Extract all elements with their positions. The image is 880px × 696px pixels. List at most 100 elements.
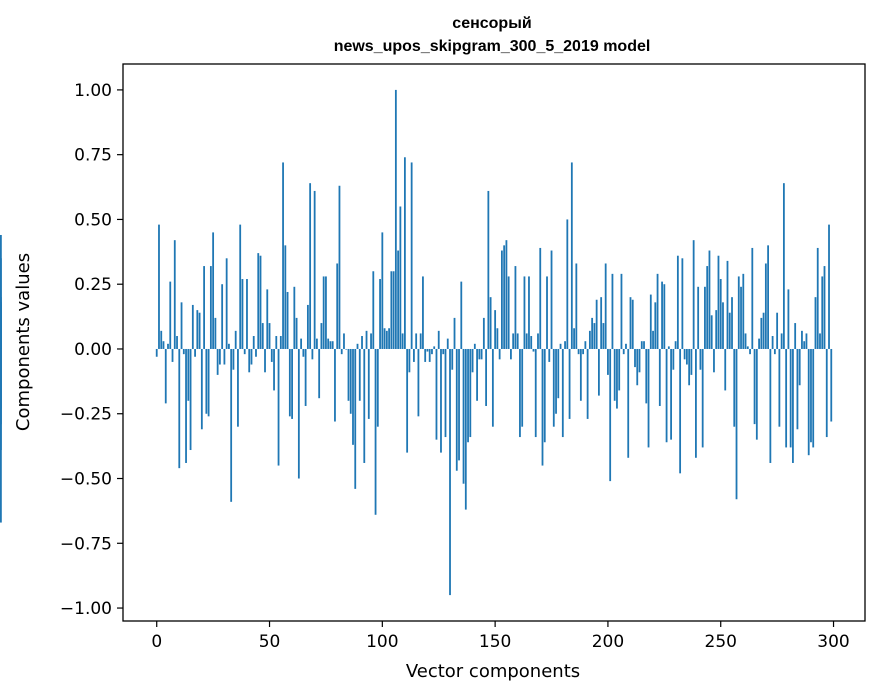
bar-126 <box>440 348 442 453</box>
bar-91 <box>361 336 363 349</box>
bar-157 <box>510 348 512 360</box>
bar-55 <box>279 336 282 349</box>
bar-49 <box>266 289 269 349</box>
y-tick-label-8: 1.00 <box>74 81 112 101</box>
bar-165 <box>528 276 530 349</box>
bar-124 <box>435 348 438 440</box>
bar-61 <box>293 286 296 349</box>
y-tick-label-5: 0.25 <box>74 275 112 295</box>
x-tick-label-50: 50 <box>259 632 281 652</box>
bar-136 <box>462 348 465 484</box>
bar-213 <box>636 348 639 386</box>
bar-268 <box>760 317 763 349</box>
bar-260 <box>742 273 745 349</box>
bar-7 <box>171 348 174 362</box>
bar-181 <box>564 341 566 349</box>
bar-242 <box>701 348 704 448</box>
bar-257 <box>735 348 738 500</box>
bar-152 <box>498 348 501 360</box>
bar-264 <box>751 247 754 349</box>
bar-154 <box>503 245 506 349</box>
bar-86 <box>349 348 352 414</box>
bar-185 <box>573 328 575 349</box>
bar-275 <box>776 312 779 349</box>
bar-180 <box>561 348 564 438</box>
bar-297 <box>825 348 828 438</box>
bar-155 <box>505 240 508 349</box>
bar-246 <box>710 315 713 349</box>
bar-78 <box>331 341 334 349</box>
bar-21 <box>203 266 205 349</box>
bar-147 <box>487 190 490 349</box>
bar-249 <box>717 255 720 349</box>
bar-255 <box>731 297 733 349</box>
bar-169 <box>537 333 539 349</box>
bar-291 <box>812 348 815 448</box>
bar-272 <box>769 348 772 463</box>
bar-93 <box>365 330 368 349</box>
bar-299 <box>830 348 833 422</box>
bar-11 <box>180 302 183 349</box>
bar-295 <box>821 276 824 349</box>
bar-146 <box>485 348 487 406</box>
bar-38 <box>241 279 244 349</box>
bar-271 <box>767 245 769 349</box>
bar-243 <box>704 286 706 349</box>
bar-74 <box>322 276 325 349</box>
bar-234 <box>683 348 686 360</box>
bar-167 <box>532 348 535 352</box>
bar-109 <box>401 333 404 349</box>
bar-298 <box>828 224 830 349</box>
bar-151 <box>496 328 499 349</box>
bar-119 <box>424 348 427 362</box>
bar-233 <box>681 258 684 349</box>
bar-240 <box>697 286 700 349</box>
bar-245 <box>708 250 711 349</box>
bar-193 <box>591 317 594 349</box>
bar-127 <box>442 348 445 355</box>
bar-undefined <box>0 348 2 409</box>
bar-142 <box>476 348 478 401</box>
bar-196 <box>598 348 600 396</box>
bar-80 <box>336 263 339 349</box>
bar-9 <box>176 336 178 349</box>
bar-97 <box>374 348 377 515</box>
bar-256 <box>733 348 736 427</box>
bar-189 <box>582 348 585 355</box>
bar-18 <box>196 310 199 349</box>
bar-20 <box>200 348 203 430</box>
bar-292 <box>814 297 817 349</box>
bar-235 <box>685 348 688 365</box>
bar-282 <box>792 348 794 463</box>
bar-161 <box>519 348 521 438</box>
bar-69 <box>311 348 314 360</box>
bar-150 <box>494 310 497 349</box>
bar-270 <box>764 263 767 349</box>
bar-27 <box>216 348 219 375</box>
bar-117 <box>419 333 422 349</box>
x-axis-label: Vector components <box>406 661 580 682</box>
bar-232 <box>679 348 682 474</box>
bar-87 <box>352 348 354 445</box>
bar-58 <box>286 291 289 349</box>
bar-23 <box>207 348 210 417</box>
bar-202 <box>611 273 614 349</box>
bar-148 <box>489 297 492 349</box>
bar-60 <box>291 348 293 419</box>
bar-92 <box>363 348 366 463</box>
bar-32 <box>228 343 230 349</box>
bar-85 <box>347 348 350 401</box>
bar-267 <box>758 338 760 349</box>
y-tick-label-7: 0.75 <box>74 146 112 166</box>
bar-208 <box>625 343 627 349</box>
bar-22 <box>205 348 208 414</box>
chart-title: сенсорый <box>452 15 531 32</box>
bar-undefined <box>0 310 2 349</box>
bar-64 <box>300 338 303 349</box>
bar-75 <box>325 276 327 349</box>
bar-3 <box>162 341 165 349</box>
y-tick-label-0: −1.00 <box>60 599 112 619</box>
bar-47 <box>261 323 264 349</box>
bar-5 <box>167 343 169 349</box>
